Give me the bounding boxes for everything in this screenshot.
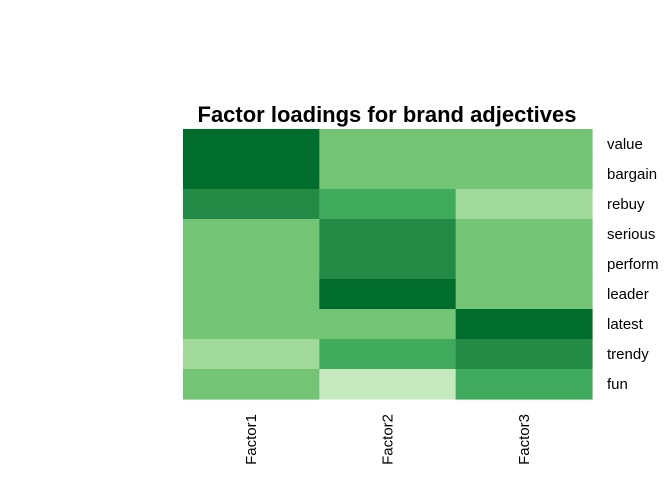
row-label-latest: latest xyxy=(607,316,644,333)
heatmap-cell-latest-Factor2 xyxy=(319,309,457,340)
column-label-Factor1: Factor1 xyxy=(243,414,260,465)
row-label-serious: serious xyxy=(607,226,655,243)
row-label-perform: perform xyxy=(607,256,659,273)
heatmap-cell-fun-Factor2 xyxy=(319,369,457,400)
heatmap-cell-rebuy-Factor2 xyxy=(319,189,457,220)
row-label-leader: leader xyxy=(607,286,649,303)
heatmap-cell-fun-Factor1 xyxy=(183,369,320,400)
heatmap-cell-serious-Factor1 xyxy=(183,219,320,250)
row-label-fun: fun xyxy=(607,376,628,393)
column-labels: Factor1 Factor2 Factor3 xyxy=(243,414,533,465)
row-labels: value bargain rebuy serious perform leader lat… xyxy=(607,136,659,393)
heatmap-cell-leader-Factor3 xyxy=(455,279,593,310)
heatmap-cell-trendy-Factor1 xyxy=(183,339,320,370)
heatmap-cell-fun-Factor3 xyxy=(455,369,593,400)
heatmap-cell-rebuy-Factor3 xyxy=(455,189,593,220)
heatmap-cell-serious-Factor2 xyxy=(319,219,457,250)
heatmap-cell-perform-Factor3 xyxy=(455,249,593,280)
row-label-trendy: trendy xyxy=(607,346,649,363)
chart-title: Factor loadings for brand adjectives xyxy=(198,102,577,127)
column-label-Factor3: Factor3 xyxy=(516,414,533,465)
heatmap-cell-bargain-Factor2 xyxy=(319,159,457,190)
heatmap-cell-perform-Factor1 xyxy=(183,249,320,280)
heatmap-cell-leader-Factor2 xyxy=(319,279,457,310)
row-label-rebuy: rebuy xyxy=(607,196,645,213)
heatmap-cells xyxy=(183,129,593,400)
heatmap-cell-value-Factor3 xyxy=(455,129,593,160)
heatmap-cell-bargain-Factor1 xyxy=(183,159,320,190)
heatmap-cell-value-Factor1 xyxy=(183,129,320,160)
heatmap-cell-latest-Factor1 xyxy=(183,309,320,340)
heatmap-cell-serious-Factor3 xyxy=(455,219,593,250)
heatmap-cell-latest-Factor3 xyxy=(455,309,593,340)
column-label-Factor2: Factor2 xyxy=(380,414,397,465)
heatmap-cell-perform-Factor2 xyxy=(319,249,457,280)
heatmap-cell-rebuy-Factor1 xyxy=(183,189,320,220)
heatmap-cell-trendy-Factor2 xyxy=(319,339,457,370)
heatmap-cell-value-Factor2 xyxy=(319,129,457,160)
heatmap-cell-bargain-Factor3 xyxy=(455,159,593,190)
row-label-value: value xyxy=(607,136,643,153)
heatmap-cell-trendy-Factor3 xyxy=(455,339,593,370)
row-label-bargain: bargain xyxy=(607,166,657,183)
heatmap-cell-leader-Factor1 xyxy=(183,279,320,310)
